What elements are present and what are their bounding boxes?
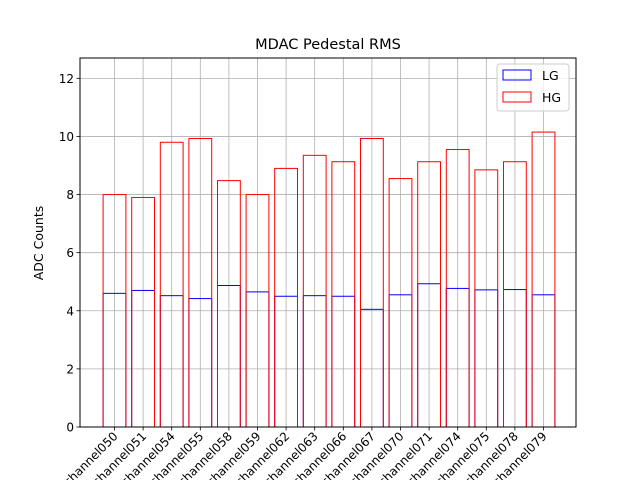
legend-swatch-lg [502, 69, 532, 81]
chart-title: MDAC Pedestal RMS [255, 37, 401, 53]
y-tick-label: 12 [59, 72, 74, 86]
y-tick-label: 10 [59, 130, 74, 144]
legend-swatch-hg [502, 91, 532, 103]
legend-label-lg: LG [542, 68, 559, 83]
plot-area-frame [79, 57, 577, 428]
y-tick-label: 6 [66, 246, 74, 260]
y-tick-label: 2 [66, 362, 74, 376]
y-axis-label: ADC Counts [31, 206, 46, 281]
legend-box [496, 63, 570, 112]
y-tick-label: 4 [66, 304, 74, 318]
grid-lines [80, 58, 576, 428]
y-tick-label: 8 [66, 188, 74, 202]
chart-legend: LG HG [496, 63, 570, 112]
legend-label-hg: HG [542, 90, 561, 105]
y-tick-label: 0 [66, 421, 74, 435]
